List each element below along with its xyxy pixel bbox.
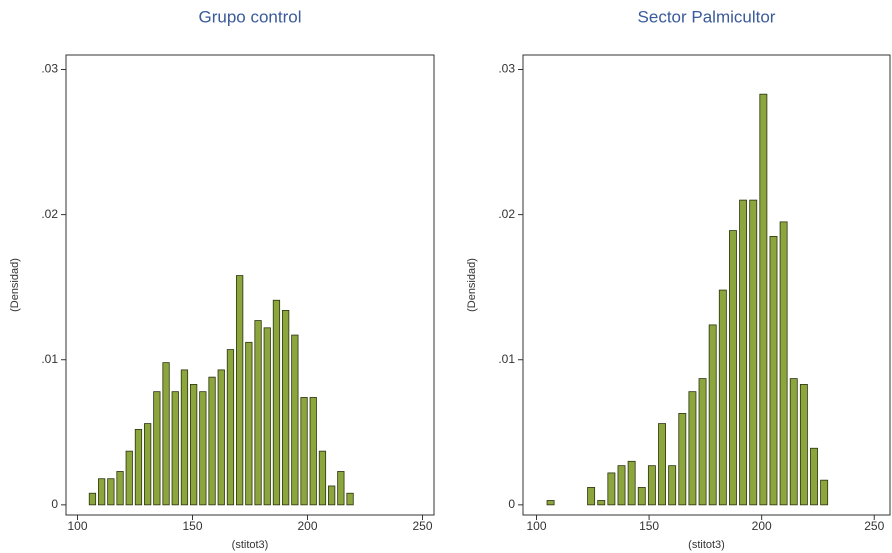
bar (658, 423, 666, 506)
bar (328, 485, 336, 506)
bar (180, 369, 189, 506)
bar (759, 93, 768, 506)
bar (162, 362, 170, 506)
y-tick-label: .01 (41, 352, 58, 366)
y-tick-label: 0 (51, 497, 58, 511)
bar (153, 391, 161, 506)
bar (779, 221, 788, 506)
x-tick-label: 100 (67, 519, 87, 533)
bar (98, 478, 106, 506)
x-tick-label: 100 (526, 519, 546, 533)
chart-title: Sector Palmicultor (638, 7, 776, 26)
bar (729, 230, 737, 506)
bar (208, 376, 216, 506)
bar (810, 447, 818, 506)
bar (272, 299, 281, 506)
bar (263, 327, 271, 506)
bar (245, 341, 253, 506)
bar (346, 492, 354, 506)
bar (291, 334, 299, 506)
bar (300, 397, 308, 506)
bar (337, 471, 345, 506)
bar (282, 309, 290, 506)
bar (688, 391, 697, 506)
y-axis-label: (Densidad) (466, 258, 478, 312)
y-tick-label: .01 (498, 352, 515, 366)
x-tick-label: 200 (752, 519, 772, 533)
bar (718, 289, 727, 506)
bar (236, 275, 244, 506)
bar (226, 349, 235, 506)
plot-frame (522, 54, 891, 516)
x-axis-label: (stitot3) (688, 539, 725, 551)
bar (171, 391, 179, 506)
bar (125, 450, 133, 506)
bar (217, 369, 225, 506)
bar (698, 378, 707, 506)
bar (637, 487, 646, 506)
y-tick-label: .03 (498, 62, 515, 76)
x-tick-label: 150 (182, 519, 202, 533)
plot-frame (65, 54, 435, 516)
bar (627, 460, 636, 506)
y-tick-label: .03 (41, 62, 58, 76)
bar (587, 487, 596, 506)
y-tick-label: 0 (508, 497, 515, 511)
bar (597, 500, 606, 506)
bar (546, 500, 555, 506)
bar (769, 235, 778, 506)
bar (199, 391, 207, 506)
bar (318, 450, 327, 506)
bar (749, 199, 758, 506)
bar (107, 478, 115, 506)
y-tick-label: .02 (41, 207, 58, 221)
x-tick-label: 150 (639, 519, 659, 533)
bar (607, 472, 616, 506)
bar (144, 423, 152, 506)
x-axis-label: (stitot3) (232, 539, 269, 551)
bar (88, 492, 97, 506)
bar (254, 320, 262, 506)
bar (678, 413, 687, 506)
x-tick-label: 200 (297, 519, 317, 533)
chart-title: Grupo control (199, 7, 302, 26)
bar (617, 465, 626, 506)
bar (134, 428, 143, 506)
bar (647, 465, 656, 506)
bar (789, 378, 798, 506)
x-tick-label: 250 (412, 519, 432, 533)
bar (739, 199, 748, 506)
y-tick-label: .02 (498, 207, 515, 221)
bar (190, 384, 198, 506)
bar (116, 471, 124, 506)
y-axis-label: (Densidad) (9, 258, 21, 312)
bar (668, 465, 677, 506)
bar (708, 324, 717, 506)
bar (820, 479, 829, 506)
bar (799, 384, 808, 506)
bar (309, 397, 317, 506)
x-tick-label: 250 (864, 519, 884, 533)
